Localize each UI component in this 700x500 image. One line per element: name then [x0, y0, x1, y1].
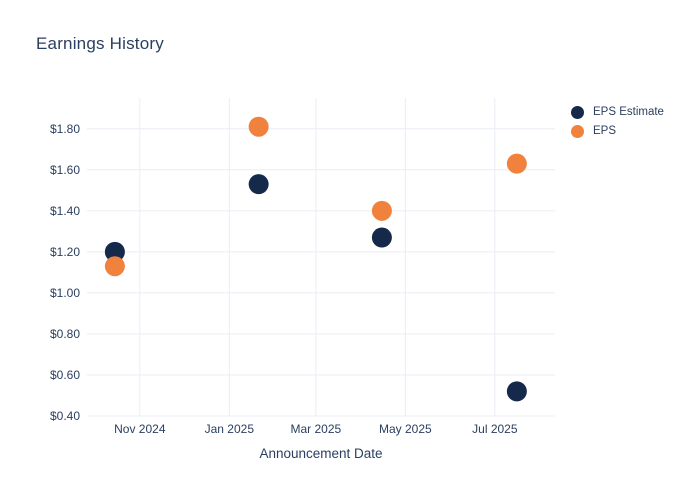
x-axis-title: Announcement Date	[259, 446, 383, 461]
legend-label-eps-estimate: EPS Estimate	[593, 106, 664, 118]
y-tick-label: $1.00	[50, 286, 80, 300]
legend-item-eps[interactable]: EPS	[571, 124, 664, 138]
y-tick-label: $1.60	[50, 163, 80, 177]
eps-marker-icon	[571, 124, 584, 138]
eps-estimate-point[interactable]	[104, 241, 125, 262]
eps-point[interactable]	[248, 116, 269, 137]
legend-item-eps-estimate[interactable]: EPS Estimate	[571, 105, 664, 119]
y-tick-label: $1.20	[50, 245, 80, 259]
eps-estimate-point[interactable]	[371, 227, 392, 248]
y-tick-label: $0.40	[50, 409, 80, 423]
x-tick-label: Jan 2025	[205, 422, 255, 436]
chart-title: Earnings History	[36, 34, 164, 53]
x-tick-label: Nov 2024	[114, 422, 166, 436]
eps-point[interactable]	[104, 256, 125, 277]
legend: EPS Estimate EPS	[571, 105, 664, 138]
eps-point[interactable]	[506, 153, 527, 174]
eps-estimate-point[interactable]	[248, 174, 269, 195]
eps-estimate-marker-icon	[571, 105, 584, 119]
x-tick-label: May 2025	[379, 422, 432, 436]
y-tick-label: $1.80	[50, 122, 80, 136]
x-tick-label: Jul 2025	[472, 422, 518, 436]
x-tick-label: Mar 2025	[291, 422, 342, 436]
y-tick-label: $0.80	[50, 327, 80, 341]
y-tick-label: $0.60	[50, 368, 80, 382]
eps-estimate-point[interactable]	[506, 381, 527, 402]
legend-label-eps: EPS	[593, 125, 617, 137]
eps-point[interactable]	[371, 200, 392, 221]
y-tick-label: $1.40	[50, 204, 80, 218]
